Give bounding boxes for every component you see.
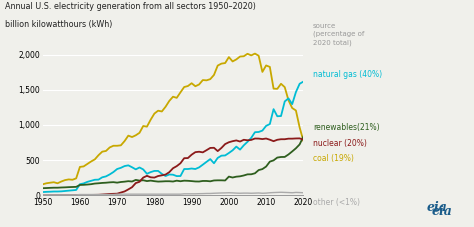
Text: natural gas (40%): natural gas (40%): [313, 70, 382, 79]
Text: coal (19%): coal (19%): [313, 154, 354, 163]
Text: source
(percentage of
2020 total): source (percentage of 2020 total): [313, 23, 364, 46]
Text: eia: eia: [431, 205, 452, 218]
Text: billion kilowatthours (kWh): billion kilowatthours (kWh): [5, 20, 112, 30]
Text: eia: eia: [427, 201, 447, 214]
Text: other (<1%): other (<1%): [313, 197, 360, 207]
Text: nuclear (20%): nuclear (20%): [313, 138, 367, 148]
Text: Annual U.S. electricity generation from all sectors 1950–2020): Annual U.S. electricity generation from …: [5, 2, 255, 11]
Text: renewables(21%): renewables(21%): [313, 123, 380, 132]
